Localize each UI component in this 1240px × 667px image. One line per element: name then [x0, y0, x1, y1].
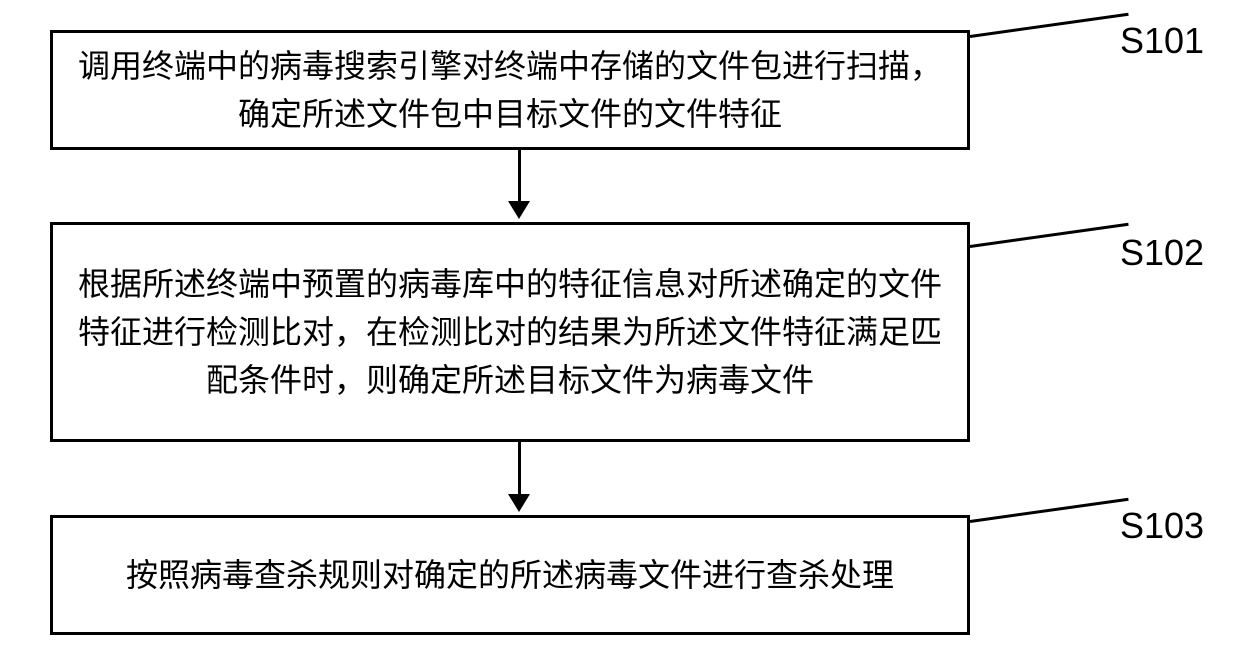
step-box-s103: 按照病毒查杀规则对确定的所述病毒文件进行查杀处理: [50, 515, 970, 635]
step-label-s103: S103: [1120, 505, 1204, 547]
arrow-2: [508, 442, 530, 512]
arrow-line: [518, 150, 521, 201]
step-text-s101: 调用终端中的病毒搜索引擎对终端中存储的文件包进行扫描，确定所述文件包中目标文件的…: [73, 42, 947, 138]
label-line-s102: [970, 223, 1129, 248]
step-text-s103: 按照病毒查杀规则对确定的所述病毒文件进行查杀处理: [126, 551, 894, 599]
arrow-head-icon: [508, 494, 530, 512]
flowchart-container: 调用终端中的病毒搜索引擎对终端中存储的文件包进行扫描，确定所述文件包中目标文件的…: [0, 0, 1240, 667]
arrow-line: [518, 442, 521, 494]
arrow-1: [508, 150, 530, 219]
step-text-s102: 根据所述终端中预置的病毒库中的特征信息对所述确定的文件特征进行检测比对，在检测比…: [73, 260, 947, 404]
step-label-s101: S101: [1120, 20, 1204, 62]
arrow-head-icon: [508, 201, 530, 219]
label-line-s101: [970, 13, 1129, 38]
step-box-s101: 调用终端中的病毒搜索引擎对终端中存储的文件包进行扫描，确定所述文件包中目标文件的…: [50, 30, 970, 150]
label-line-s103: [970, 498, 1129, 523]
step-label-s102: S102: [1120, 232, 1204, 274]
step-box-s102: 根据所述终端中预置的病毒库中的特征信息对所述确定的文件特征进行检测比对，在检测比…: [50, 222, 970, 442]
